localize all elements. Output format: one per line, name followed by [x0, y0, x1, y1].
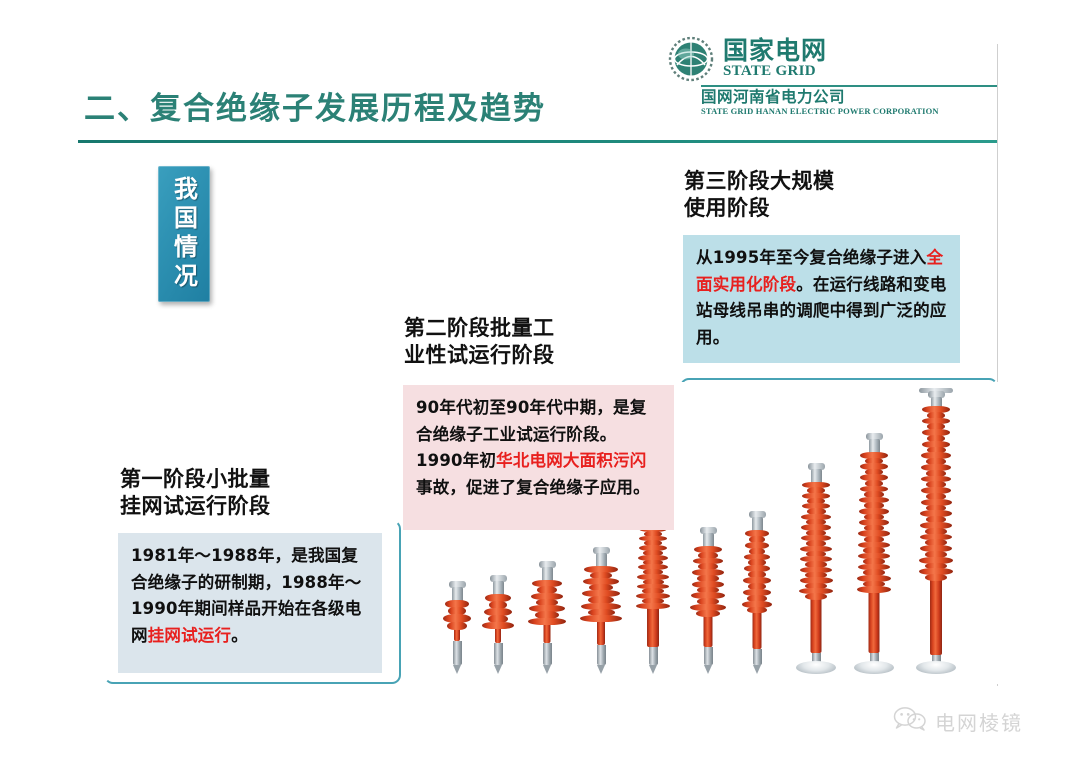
logo-branch-cn: 国网河南省电力公司 [701, 87, 846, 106]
insulator-top-fitting [595, 553, 607, 567]
insulator-bottom-fitting [648, 647, 658, 665]
insulator-pin-tip [649, 665, 657, 674]
insulator-top-fitting [868, 439, 880, 453]
insulator-base-flange [796, 661, 836, 674]
insulator-8 [796, 463, 836, 674]
stage-2-text-a: 90年代初至90年代中期，是复合绝缘子工业试运行阶段。1990年初 [416, 398, 647, 471]
insulator-bottom-fitting [811, 653, 821, 663]
insulator-top-fitting [702, 533, 714, 547]
insulator-base-flange [854, 661, 894, 674]
stage-1-text-a: 1981年～1988年，是我国复合绝缘子的研制期，1988年～1990年期间样品… [131, 546, 362, 646]
insulator-shed-stack [742, 530, 772, 649]
insulator-bottom-fitting [542, 643, 552, 665]
insulator-bottom-fitting [596, 645, 606, 665]
insulator-7 [742, 511, 772, 674]
stage-3-body: 从1995年至今复合绝缘子进入全面实用化阶段。在运行线路和变电站母线吊串的调爬中… [683, 235, 960, 363]
insulator-cap-flare [748, 511, 766, 518]
insulator-pin-tip [494, 665, 502, 674]
insulator-cap-flare [927, 391, 945, 398]
insulator-1 [442, 581, 472, 674]
insulator-crossarm [919, 388, 953, 393]
stage-3-heading: 第三阶段大规模 使用阶段 [684, 169, 835, 220]
insulator-6 [690, 527, 726, 674]
state-grid-globe-icon [668, 36, 714, 82]
insulator-9 [854, 433, 894, 674]
insulator-cap-flare [807, 463, 825, 470]
right-margin-divider [997, 44, 998, 686]
insulator-top-fitting [930, 397, 942, 407]
insulator-cap-flare [538, 561, 556, 568]
insulator-shed-stack [857, 452, 891, 653]
title-underline-rule [78, 140, 998, 143]
insulator-10 [916, 388, 956, 674]
insulator-bottom-fitting [869, 653, 879, 663]
logo-branch-en: STATE GRID HANAN ELECTRIC POWER CORPORAT… [701, 106, 939, 117]
insulator-pin-tip [753, 665, 761, 674]
stage-3-highlight: 全面实用化阶段 [696, 248, 944, 294]
insulator-top-fitting [492, 581, 504, 595]
stage-1-text-b: 。 [231, 626, 248, 646]
wechat-icon [893, 706, 927, 737]
logo-company-cn: 国家电网 [723, 36, 828, 65]
insulator-top-fitting [751, 517, 763, 531]
insulator-top-fitting [541, 567, 553, 581]
state-grid-logo: 国家电网 STATE GRID 国网河南省电力公司 STATE GRID HAN… [668, 36, 998, 132]
section-chip-china-situation: 我国情况 [158, 166, 210, 302]
insulator-top-fitting [451, 587, 463, 601]
insulator-pin-tip [704, 665, 712, 674]
insulator-shed-stack [482, 594, 514, 643]
insulator-pin-tip [597, 665, 605, 674]
insulator-4 [580, 547, 622, 674]
stage-3-text-b: 。在运行线路和变电站母线吊串的调爬中得到广泛的应用。 [696, 274, 947, 348]
insulator-shed-stack [919, 406, 953, 655]
stage-2-body: 90年代初至90年代中期，是复合绝缘子工业试运行阶段。1990年初华北电网大面积… [403, 385, 674, 530]
insulator-shed-stack [580, 566, 622, 645]
logo-name-block: 国家电网 STATE GRID [723, 36, 828, 80]
insulator-cap-flare [699, 527, 717, 534]
insulator-bottom-fitting [703, 647, 713, 665]
insulator-top-fitting [810, 469, 822, 483]
insulator-pin-tip [543, 665, 551, 674]
insulator-bottom-fitting [752, 649, 762, 665]
stage-2-heading: 第二阶段批量工 业性试运行阶段 [404, 316, 555, 367]
stage-1-highlight: 挂网试运行 [147, 626, 232, 646]
insulator-2 [482, 575, 514, 674]
insulator-5 [636, 507, 670, 674]
insulator-3 [528, 561, 566, 674]
insulator-shed-stack [799, 482, 833, 653]
insulator-shed-stack [636, 526, 670, 647]
stage-1-body: 1981年～1988年，是我国复合绝缘子的研制期，1988年～1990年期间样品… [118, 533, 382, 673]
section-chip-label: 我国情况 [169, 176, 198, 292]
insulator-bottom-fitting [493, 643, 503, 665]
page-title: 二、复合绝缘子发展历程及趋势 [84, 91, 546, 127]
stage-2-highlight: 华北电网大面积污闪 [496, 451, 647, 471]
stage-2-text-b: 事故，促进了复合绝缘子应用。 [416, 478, 650, 498]
logo-top-row: 国家电网 STATE GRID [668, 36, 827, 82]
watermark-label: 电网棱镜 [935, 711, 1023, 735]
stage-1-heading: 第一阶段小批量 挂网试运行阶段 [120, 467, 271, 518]
insulator-cap-flare [489, 575, 507, 582]
insulator-pin-tip [453, 665, 461, 674]
insulator-bottom-fitting [931, 655, 941, 663]
wechat-watermark: 电网棱镜 [893, 706, 1023, 737]
insulator-base-flange [916, 661, 956, 674]
logo-divider [701, 85, 997, 87]
stage-3-text-a: 从1995年至今复合绝缘子进入 [696, 248, 927, 267]
insulator-shed-stack [690, 546, 726, 647]
stage-1-outline-frame [104, 520, 401, 684]
insulator-shed-stack [528, 580, 566, 643]
insulator-shed-stack [442, 600, 472, 641]
insulator-cap-flare [448, 581, 466, 588]
insulator-cap-flare [592, 547, 610, 554]
insulator-lineup [404, 384, 998, 674]
insulator-cap-flare [865, 433, 883, 440]
insulator-bottom-fitting [452, 641, 462, 665]
logo-company-en: STATE GRID [723, 63, 816, 80]
